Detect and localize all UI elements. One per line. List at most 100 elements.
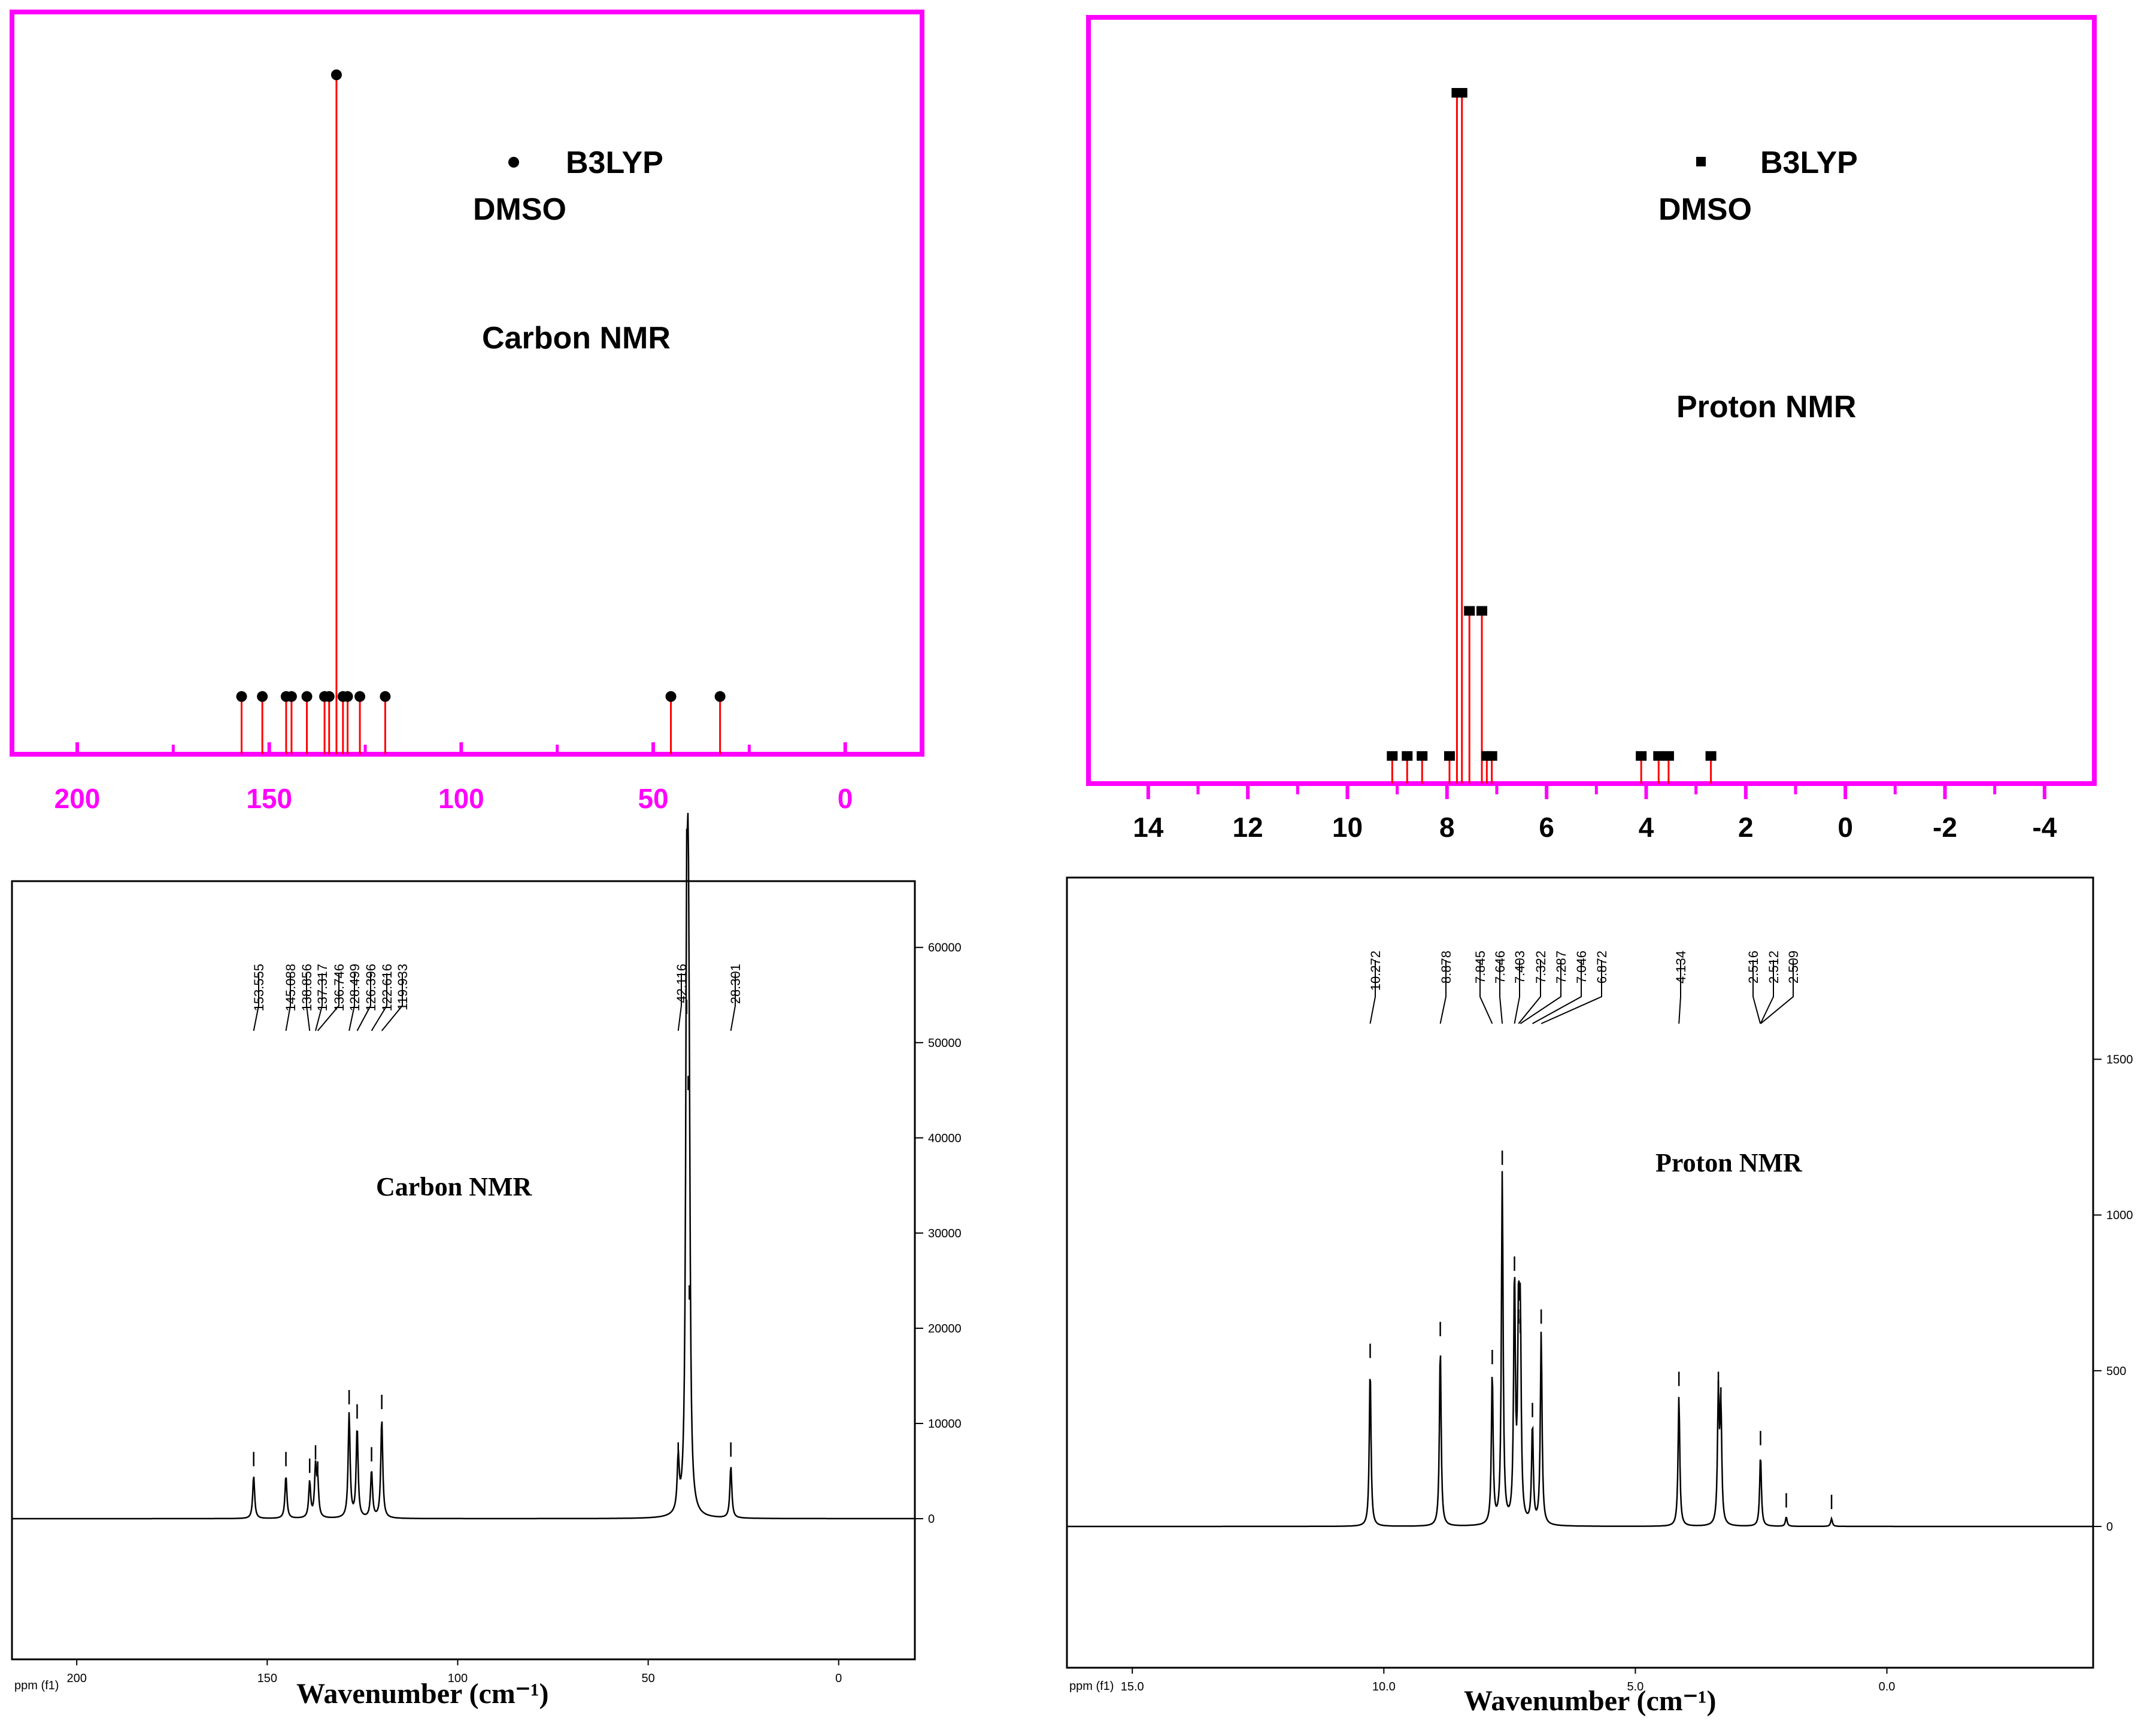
peak-leader-6 [1520,960,1561,1024]
calc-proton-marks [1387,88,1717,784]
legend-solvent: DMSO [1658,192,1752,227]
peak-leader-10 [1752,960,1761,1024]
point-0 [1387,751,1398,761]
y-tick-label-1: 500 [2106,1365,2126,1378]
x-tick-label-1: 10.0 [1372,1680,1396,1693]
x-tick-label-7: 0 [1837,812,1853,843]
y-tick-label-5: 50000 [928,1037,962,1050]
x-tick-label-3: 0.0 [1879,1680,1896,1693]
plot-frame [11,880,916,1661]
panel-title: Carbon NMR [482,321,671,356]
x-tick-label-3: 50 [638,783,668,814]
point-13 [714,691,726,702]
x-tick-label-3: 8 [1439,812,1455,843]
x-tick-label-6: 2 [1738,812,1754,843]
legend-solvent: DMSO [473,192,566,227]
spectrum-trace [1067,1171,2093,1528]
y-tick-label-2: 20000 [928,1322,962,1335]
point-10 [354,691,366,702]
y-tick-label-0: 0 [928,1513,935,1526]
x-tick-label-1: 12 [1233,812,1263,843]
exp-proton-axes: 10.272 8.878 7.845 7.646 7.403 7.322 7.287 7.04… [1121,878,2133,1693]
point-7 [330,69,342,80]
x-tick-label-0: 200 [66,1672,86,1685]
y-tick-label-1: 10000 [928,1418,962,1431]
point-1 [1402,751,1413,761]
y-tick-label-3: 30000 [928,1227,962,1240]
x-tick-label-0: 14 [1133,812,1164,843]
spectrum-trace [12,812,915,1520]
peak-leader-7 [371,973,387,1031]
x-tick-label-8: -2 [1933,812,1957,843]
exp-proton-spectrum [1067,1151,2093,1528]
point-9 [342,691,353,702]
point-5 [1456,88,1467,98]
x-tick-label-0: 200 [54,783,101,814]
panel-title: Carbon NMR [376,1172,533,1201]
peak-leader-9 [1678,960,1681,1024]
panel-title: Proton NMR [1655,1148,1803,1177]
x-tick-label-4: 0 [838,783,853,814]
plot-frame [1086,15,2097,786]
peak-leader-0 [253,973,259,1031]
y-tick-label-0: 0 [2106,1520,2113,1534]
calc-proton-x-ticks: 14 12 10 8 6 4 2 0 -2 -4 [1133,786,2057,843]
point-4 [301,691,313,702]
x-axis-title: Wavenumber (cm⁻¹) [1464,1685,1716,1717]
x-tick-label-9: -4 [2032,812,2057,843]
x-tick-label-2: 100 [438,783,484,814]
point-12 [665,691,677,702]
x-tick-label-2: 5.0 [1627,1680,1644,1693]
panel-exp-carbon: 153.555 145.088 138.856 137.317 136.746 128.4… [11,812,962,1710]
peak-leader-4 [1514,960,1520,1024]
plot-frame [1066,876,2094,1669]
peak-leader-5 [348,973,355,1031]
peak-leader-0 [1369,960,1376,1024]
x-unit-label: ppm (f1) [14,1679,59,1692]
x-tick-label-5: 4 [1639,812,1654,843]
peak-leader-1 [285,973,291,1031]
peak-leader-5 [1518,960,1541,1024]
peak-leader-12 [1760,960,1794,1024]
peak-leader-4 [317,973,339,1031]
peak-leader-2 [1479,960,1493,1024]
peak-leader-7 [1532,960,1582,1024]
exp-carbon-axes: 153.555 145.088 138.856 137.317 136.746 128.4… [66,881,962,1685]
point-9 [1486,751,1497,761]
exp-carbon-spectrum [12,812,915,1520]
plot-frame [10,10,924,757]
panel-calc-proton: 14 12 10 8 6 4 2 0 -2 -4 B3LYP DMSO Proton NMR [1086,15,2097,843]
panel-title: Proton NMR [1676,390,1856,424]
legend-circle-marker [508,157,519,168]
x-tick-label-4: 6 [1539,812,1554,843]
x-tick-label-2: 100 [448,1672,468,1685]
peak-leader-8 [1541,960,1602,1024]
x-tick-label-3: 50 [641,1672,654,1685]
peak-leader-9 [677,973,682,1031]
peak-leader-6 [356,973,371,1031]
legend-method: B3LYP [566,145,663,180]
point-11 [1653,751,1664,761]
point-6 [323,691,335,702]
x-tick-label-1: 150 [257,1672,277,1685]
peak-leader-11 [1760,960,1774,1024]
point-13 [1705,751,1717,761]
peak-leader-8 [381,973,403,1031]
point-10 [1636,751,1647,761]
point-1 [257,691,268,702]
peak-leader-1 [1439,960,1447,1024]
y-tick-label-3: 1500 [2106,1054,2133,1067]
point-3 [1444,751,1455,761]
calc-carbon-marks [236,69,726,754]
y-tick-label-4: 40000 [928,1132,962,1145]
x-tick-label-0: 15.0 [1121,1680,1144,1693]
point-7 [1476,606,1488,616]
peak-leader-10 [730,973,736,1031]
point-0 [236,691,247,702]
peak-leader-3 [1499,960,1503,1024]
point-6 [1464,606,1475,616]
x-tick-label-2: 10 [1332,812,1363,843]
calc-carbon-x-ticks: 200 150 100 50 0 [54,742,853,814]
